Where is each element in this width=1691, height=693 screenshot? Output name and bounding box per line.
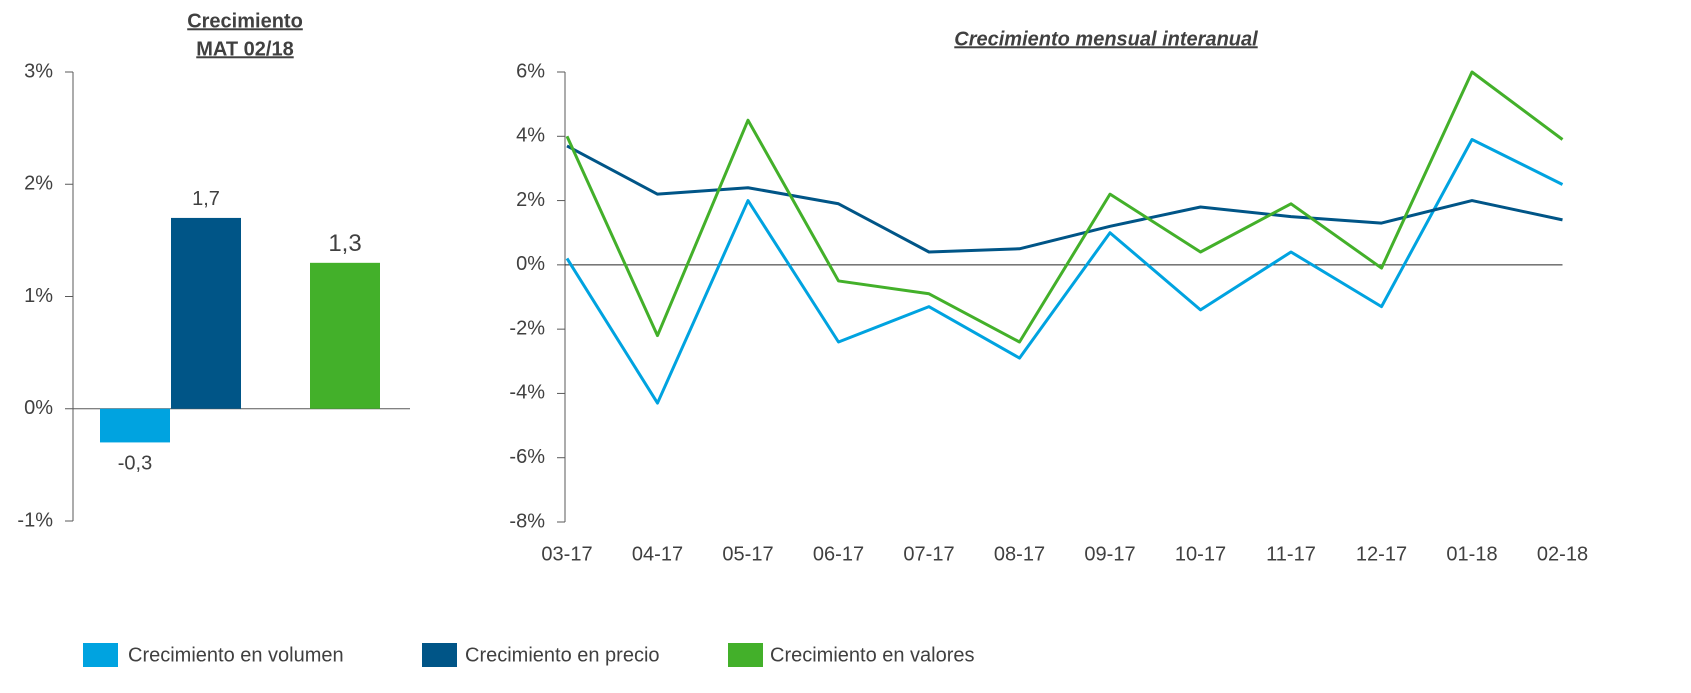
y-tick-label: 0% bbox=[24, 397, 53, 419]
legend-swatch bbox=[422, 643, 457, 667]
y-tick-label: -2% bbox=[509, 317, 545, 339]
bar bbox=[100, 408, 170, 443]
legend-swatch bbox=[83, 643, 118, 667]
y-tick-label: 3% bbox=[24, 60, 53, 82]
bar-title: Crecimiento bbox=[187, 10, 303, 32]
line bbox=[565, 70, 1564, 344]
y-tick-label: 1% bbox=[24, 285, 53, 307]
line bbox=[565, 138, 1564, 405]
x-tick-label: 12-17 bbox=[1356, 543, 1407, 565]
x-tick-label: 07-17 bbox=[903, 543, 954, 565]
x-tick-label: 01-18 bbox=[1446, 543, 1497, 565]
y-tick-label: -1% bbox=[17, 509, 53, 531]
y-tick-label: 4% bbox=[516, 125, 545, 147]
x-tick-label: 05-17 bbox=[722, 543, 773, 565]
x-tick-label: 09-17 bbox=[1084, 543, 1135, 565]
value-label: 1,7 bbox=[192, 188, 220, 210]
y-tick-label: 2% bbox=[24, 173, 53, 195]
line bbox=[566, 144, 1563, 254]
bar bbox=[171, 217, 241, 409]
legend-swatch bbox=[728, 643, 763, 667]
legend-label: Crecimiento en valores bbox=[770, 644, 975, 666]
y-tick-label: -6% bbox=[509, 446, 545, 468]
y-tick-label: 6% bbox=[516, 60, 545, 82]
y-tick-label: 0% bbox=[516, 253, 545, 275]
legend-label: Crecimiento en volumen bbox=[128, 644, 344, 666]
bar bbox=[310, 262, 380, 409]
x-tick-label: 08-17 bbox=[994, 543, 1045, 565]
legend-label: Crecimiento en precio bbox=[465, 644, 660, 666]
x-tick-label: 04-17 bbox=[632, 543, 683, 565]
x-tick-label: 10-17 bbox=[1175, 543, 1226, 565]
value-label: -0,3 bbox=[118, 453, 152, 475]
y-tick-label: 2% bbox=[516, 189, 545, 211]
line-title: Crecimiento mensual interanual bbox=[954, 28, 1258, 50]
bar-title: MAT 02/18 bbox=[196, 38, 293, 60]
x-tick-label: 06-17 bbox=[813, 543, 864, 565]
y-tick-label: -8% bbox=[509, 510, 545, 532]
x-tick-label: 03-17 bbox=[541, 543, 592, 565]
x-tick-label: 11-17 bbox=[1266, 543, 1316, 565]
x-tick-label: 02-18 bbox=[1537, 543, 1588, 565]
value-label: 1,3 bbox=[328, 230, 361, 257]
y-tick-label: -4% bbox=[509, 382, 545, 404]
